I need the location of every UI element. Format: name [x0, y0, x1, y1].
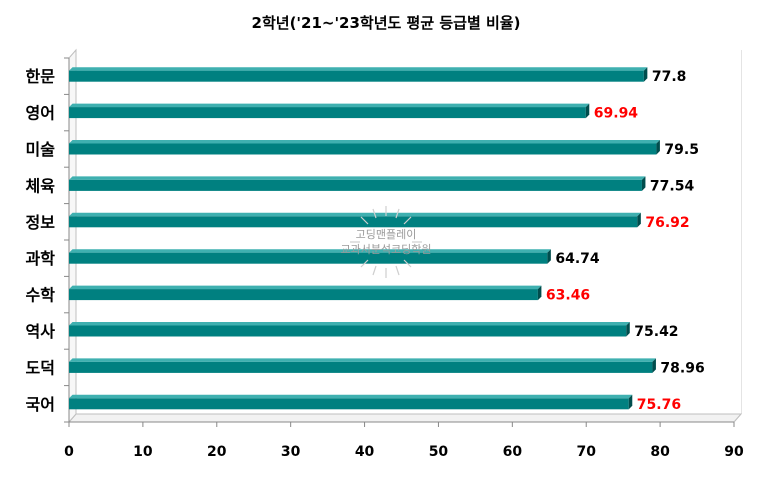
data-label: 75.42 — [634, 324, 678, 340]
category-label: 체육 — [26, 176, 56, 195]
bar-front-face — [69, 143, 657, 155]
bar-top-face — [69, 140, 660, 144]
x-tick-label: 0 — [64, 444, 74, 460]
data-label: 77.54 — [650, 178, 695, 194]
category-label: 수학 — [26, 286, 56, 305]
category-label: 과학 — [26, 249, 56, 268]
data-label: 69.94 — [594, 106, 639, 122]
bar-front-face — [69, 398, 629, 410]
bar-top-face — [69, 358, 656, 362]
bar — [69, 249, 551, 264]
category-label: 도덕 — [26, 358, 55, 377]
bar — [69, 212, 641, 228]
chart-title: 2학년('21~'23학년도 평균 등급별 비율) — [252, 14, 521, 32]
bar-front-face — [69, 252, 548, 264]
bar-top-face — [69, 249, 551, 253]
bar-top-face — [69, 212, 641, 217]
bar-top-face — [69, 67, 648, 71]
bar — [69, 103, 590, 119]
bar-end-face — [626, 322, 630, 337]
bar-end-face — [628, 394, 633, 410]
bar — [69, 322, 630, 337]
bar-top-face — [69, 322, 630, 326]
plot-floor — [67, 413, 743, 423]
x-tick-label: 30 — [281, 444, 301, 460]
data-label: 75.76 — [637, 397, 681, 413]
x-tick-label: 10 — [133, 444, 153, 460]
data-labels: 77.8 69.94 79.5 77.54 76.92 64.74 63.46 75.42 78… — [546, 69, 705, 413]
bar-top-face — [69, 176, 646, 180]
bar-top-face — [69, 285, 542, 290]
bar-top-face — [69, 394, 633, 399]
data-label: 63.46 — [546, 288, 590, 304]
data-label: 76.92 — [645, 215, 689, 231]
bar — [69, 67, 648, 82]
x-tick-labels: 0 10 20 30 40 50 60 70 80 90 — [64, 444, 744, 460]
category-label: 역사 — [26, 322, 56, 341]
bar — [69, 285, 542, 301]
bar — [69, 394, 633, 410]
watermark: 고딩맨플레이 교과서분석코딩학원 — [340, 206, 432, 278]
bar-end-face — [537, 285, 542, 301]
x-tick-label: 40 — [355, 444, 375, 460]
x-tick-label: 90 — [724, 444, 744, 460]
bar-front-face — [69, 289, 538, 301]
x-tick-label: 60 — [503, 444, 523, 460]
x-tick-label: 50 — [429, 444, 449, 460]
bar-end-face — [643, 67, 648, 82]
watermark-line1: 고딩맨플레이 — [356, 228, 417, 241]
bar-front-face — [69, 107, 586, 119]
bar-end-face — [656, 140, 660, 155]
category-label: 미술 — [26, 140, 56, 159]
bars — [69, 67, 660, 410]
category-label: 영어 — [26, 104, 55, 123]
bar-front-face — [69, 179, 642, 191]
bar-front-face — [69, 216, 638, 228]
category-label: 한문 — [26, 67, 56, 86]
data-label: 77.8 — [652, 69, 687, 85]
bar-end-face — [641, 176, 646, 191]
bar-end-face — [547, 249, 551, 264]
bar-top-face — [69, 103, 590, 108]
bar-front-face — [69, 325, 627, 337]
bar — [69, 358, 656, 373]
watermark-line2: 교과서분석코딩학원 — [340, 243, 431, 256]
watermark-logo-icon — [350, 206, 422, 278]
data-label: 79.5 — [664, 142, 699, 158]
bar — [69, 176, 646, 191]
category-label: 정보 — [26, 213, 56, 232]
bar — [69, 140, 660, 155]
data-label: 78.96 — [660, 360, 704, 376]
bar-front-face — [69, 70, 644, 82]
data-label: 64.74 — [555, 251, 600, 267]
bar-end-face — [585, 103, 590, 119]
bar-end-face — [637, 212, 641, 228]
x-tick-label: 20 — [207, 444, 227, 460]
bar-front-face — [69, 361, 653, 373]
bar-end-face — [652, 358, 656, 373]
x-tick-label: 70 — [576, 444, 596, 460]
x-tick-label: 80 — [650, 444, 670, 460]
category-label: 국어 — [26, 395, 55, 414]
